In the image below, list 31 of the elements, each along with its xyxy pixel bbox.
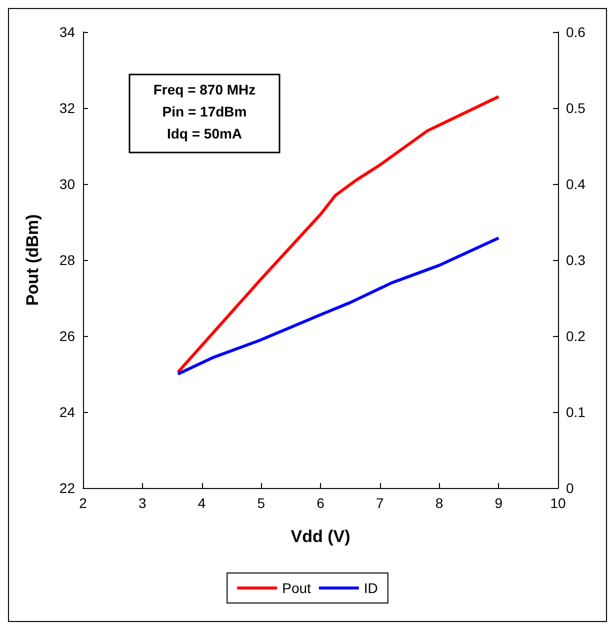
x-tick-label: 3	[138, 495, 146, 511]
x-tick-label: 8	[435, 495, 444, 511]
y-tick-label: 34	[59, 24, 76, 40]
x-tick-label: 6	[316, 495, 325, 511]
y2-tick-label: 0.5	[566, 100, 586, 116]
y-axis-title: Pout (dBm)	[23, 214, 42, 306]
y-tick-label: 24	[59, 404, 76, 420]
legend-label: ID	[364, 580, 378, 596]
x-tick-label: 7	[376, 495, 384, 511]
x-tick-label: 5	[257, 495, 266, 511]
legend-label: Pout	[282, 580, 312, 596]
line-series	[176, 236, 500, 376]
y2-tick-label: 0.3	[566, 252, 586, 268]
y2-tick-label: 0.2	[566, 328, 586, 344]
y-tick-label: 22	[59, 480, 76, 496]
y2-tick-label: 0.1	[566, 404, 586, 420]
y2-tick-label: 0	[566, 480, 574, 496]
x-tick-label: 2	[79, 495, 88, 511]
annotation: Pin = 17dBm	[162, 104, 247, 120]
y-tick-label: 28	[59, 252, 76, 268]
x-tick-label: 10	[550, 495, 566, 511]
x-tick-label: 4	[198, 495, 206, 511]
y-tick-label: 26	[59, 328, 76, 344]
y-tick-label: 30	[59, 176, 76, 192]
y-tick-label: 32	[59, 100, 76, 116]
y2-tick-label: 0.6	[566, 24, 586, 40]
x-axis-title: Vdd (V)	[290, 527, 350, 546]
annotation: Freq = 870 MHz	[153, 82, 256, 98]
y2-tick-label: 0.4	[566, 176, 586, 192]
annotation: Idq = 50mA	[166, 126, 242, 142]
x-tick-label: 9	[494, 495, 503, 511]
